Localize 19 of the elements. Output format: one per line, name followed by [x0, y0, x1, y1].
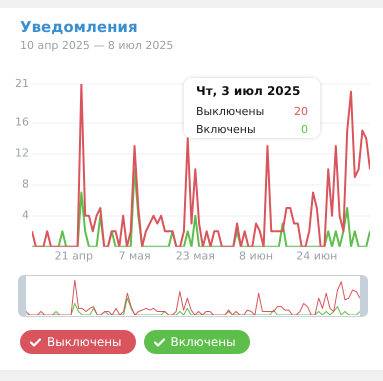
y-tick-label: 4 — [22, 208, 29, 222]
x-tick-label: 23 мая — [176, 249, 215, 262]
x-tick-label: 24 июн — [296, 249, 338, 262]
annotation: 0 — [301, 122, 308, 136]
text: Выключены — [47, 335, 122, 349]
annotation: Чт, 3 июл 2025 — [196, 84, 300, 98]
chart-subtitle: 10 апр 2025 — 8 июл 2025 — [20, 39, 174, 52]
text: Включены — [170, 335, 236, 349]
y-tick-label: 12 — [14, 146, 29, 160]
x-tick-label: 21 апр — [54, 249, 93, 262]
annotation: Выключены — [196, 104, 264, 118]
y-tick-label: 8 — [22, 178, 29, 191]
annotation: Включены — [196, 122, 256, 136]
chart-title: Уведомления — [20, 18, 138, 36]
y-tick-label: 21 — [14, 76, 29, 90]
x-tick-label: 7 мая — [118, 249, 151, 262]
x-tick-label: 8 июн — [239, 249, 274, 262]
y-tick-label: 16 — [14, 116, 29, 129]
annotation: 20 — [294, 104, 308, 118]
